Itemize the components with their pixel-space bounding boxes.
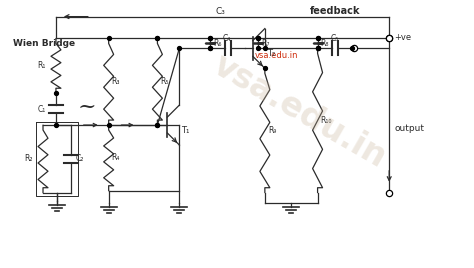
Text: R₁₀: R₁₀: [320, 116, 332, 125]
Text: C₂: C₂: [76, 154, 84, 163]
Text: C₅: C₅: [330, 35, 339, 43]
Text: ~: ~: [77, 96, 96, 118]
Text: feedback: feedback: [310, 6, 360, 16]
Text: C₄: C₄: [223, 35, 231, 43]
Text: R₇: R₇: [261, 39, 269, 48]
Text: T₁: T₁: [181, 126, 190, 135]
Text: C₁: C₁: [38, 105, 46, 114]
Text: Wien Bridge: Wien Bridge: [13, 39, 75, 49]
Text: output: output: [394, 124, 424, 133]
Text: +ve: +ve: [394, 34, 411, 43]
Text: R₄: R₄: [112, 153, 120, 162]
Text: C₃: C₃: [215, 7, 225, 16]
Text: R₉: R₉: [268, 126, 276, 135]
Text: T₂: T₂: [267, 49, 275, 58]
Text: R₆: R₆: [213, 39, 222, 48]
Text: R₃: R₃: [112, 77, 120, 86]
Text: R₈: R₈: [320, 39, 329, 48]
Text: R₂: R₂: [25, 154, 33, 163]
Text: R₅: R₅: [160, 77, 169, 86]
Text: vsa.edu.in: vsa.edu.in: [207, 49, 392, 175]
Text: vsa.edu.in: vsa.edu.in: [255, 51, 299, 60]
Text: R₁: R₁: [37, 61, 46, 70]
